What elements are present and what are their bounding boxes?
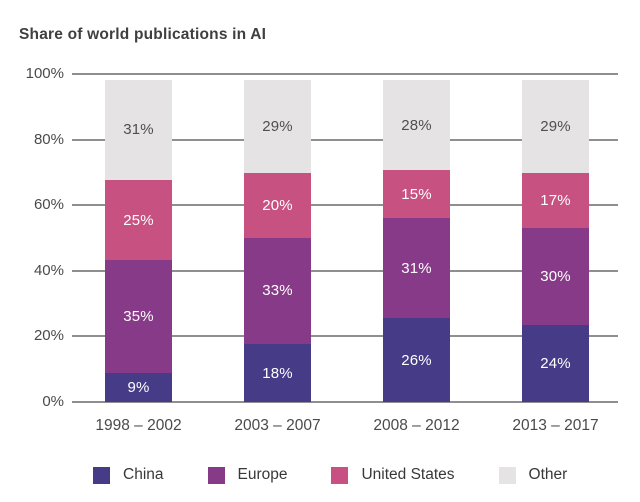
x-axis-label-2013-–-2017: 2013 – 2017 bbox=[512, 417, 599, 434]
bar-1998-–-2002: 9% 35% 25% 31% bbox=[105, 80, 172, 402]
legend-label-united-states: United States bbox=[361, 466, 455, 483]
legend-swatch-other bbox=[498, 466, 516, 484]
legend-item-other: Other bbox=[498, 466, 568, 484]
bar-segment-europe: 33% bbox=[244, 237, 311, 345]
legend-swatch-united-states bbox=[331, 466, 349, 484]
bar-segment-other: 29% bbox=[244, 80, 311, 174]
y-axis-tick-label-0: 0% bbox=[42, 393, 64, 410]
bar-segment-china: 18% bbox=[244, 344, 311, 402]
bar-segment-value-label: 30% bbox=[540, 267, 571, 285]
bar-segment-value-label: 33% bbox=[262, 282, 293, 300]
bar-segment-other: 29% bbox=[522, 80, 589, 174]
legend-swatch-china bbox=[93, 466, 110, 484]
bar-segment-value-label: 18% bbox=[262, 364, 293, 382]
bar-segment-europe: 31% bbox=[383, 218, 450, 319]
bar-segment-value-label: 28% bbox=[401, 116, 432, 134]
gridline-100 bbox=[72, 73, 618, 75]
bar-segment-value-label: 17% bbox=[540, 192, 571, 210]
legend-label-china: China bbox=[123, 466, 164, 483]
legend-item-china: China bbox=[93, 466, 164, 484]
x-axis-label-2003-–-2007: 2003 – 2007 bbox=[234, 417, 321, 434]
bar-segment-value-label: 31% bbox=[401, 259, 432, 277]
bar-segment-europe: 35% bbox=[105, 260, 172, 374]
legend-label-other: Other bbox=[528, 466, 568, 483]
bar-segment-value-label: 25% bbox=[123, 211, 154, 229]
bar-2008-–-2012: 26% 31% 15% 28% bbox=[383, 80, 450, 402]
x-axis-label-1998-–-2002: 1998 – 2002 bbox=[95, 417, 182, 434]
bar-segment-other: 31% bbox=[105, 80, 172, 180]
bar-segment-united-states: 15% bbox=[383, 170, 450, 219]
bar-segment-europe: 30% bbox=[522, 228, 589, 325]
bar-2003-–-2007: 18% 33% 20% 29% bbox=[244, 80, 311, 402]
y-axis-tick-label-100: 100% bbox=[25, 65, 64, 82]
gridline-40 bbox=[72, 269, 618, 272]
gridline-80 bbox=[72, 138, 618, 141]
legend-item-europe: Europe bbox=[207, 466, 288, 484]
bar-segment-value-label: 20% bbox=[262, 197, 293, 215]
legend-swatch-europe bbox=[207, 466, 225, 484]
legend: China Europe United States Other bbox=[93, 466, 567, 484]
chart-title: Share of world publications in AI bbox=[19, 26, 267, 43]
bar-segment-value-label: 29% bbox=[540, 118, 571, 136]
gridline-20 bbox=[72, 335, 618, 338]
bar-segment-value-label: 9% bbox=[127, 379, 150, 397]
bar-segment-value-label: 35% bbox=[123, 308, 154, 326]
y-axis-tick-label-20: 20% bbox=[33, 327, 64, 345]
bar-segment-united-states: 25% bbox=[105, 179, 172, 261]
x-axis-label-2008-–-2012: 2008 – 2012 bbox=[373, 417, 460, 434]
bar-segment-china: 9% bbox=[105, 373, 172, 402]
bar-segment-other: 28% bbox=[383, 80, 450, 171]
bar-segment-china: 26% bbox=[383, 318, 450, 402]
gridline-60 bbox=[72, 204, 618, 207]
bar-2013-–-2017: 24% 30% 17% 29% bbox=[522, 80, 589, 402]
bar-segment-china: 24% bbox=[522, 324, 589, 402]
bar-segment-value-label: 29% bbox=[262, 118, 293, 136]
y-axis-tick-label-60: 60% bbox=[33, 196, 64, 214]
x-axis-line bbox=[72, 401, 618, 403]
bar-segment-united-states: 20% bbox=[244, 173, 311, 238]
bar-segment-value-label: 24% bbox=[540, 354, 571, 372]
y-axis-tick-label-80: 80% bbox=[33, 130, 64, 148]
bar-segment-value-label: 31% bbox=[123, 121, 154, 139]
bar-segment-value-label: 15% bbox=[401, 185, 432, 203]
bar-segment-united-states: 17% bbox=[522, 173, 589, 229]
bar-segment-value-label: 26% bbox=[401, 351, 432, 369]
legend-label-europe: Europe bbox=[237, 466, 288, 483]
y-axis-tick-label-40: 40% bbox=[33, 261, 64, 279]
legend-item-united-states: United States bbox=[331, 466, 455, 484]
